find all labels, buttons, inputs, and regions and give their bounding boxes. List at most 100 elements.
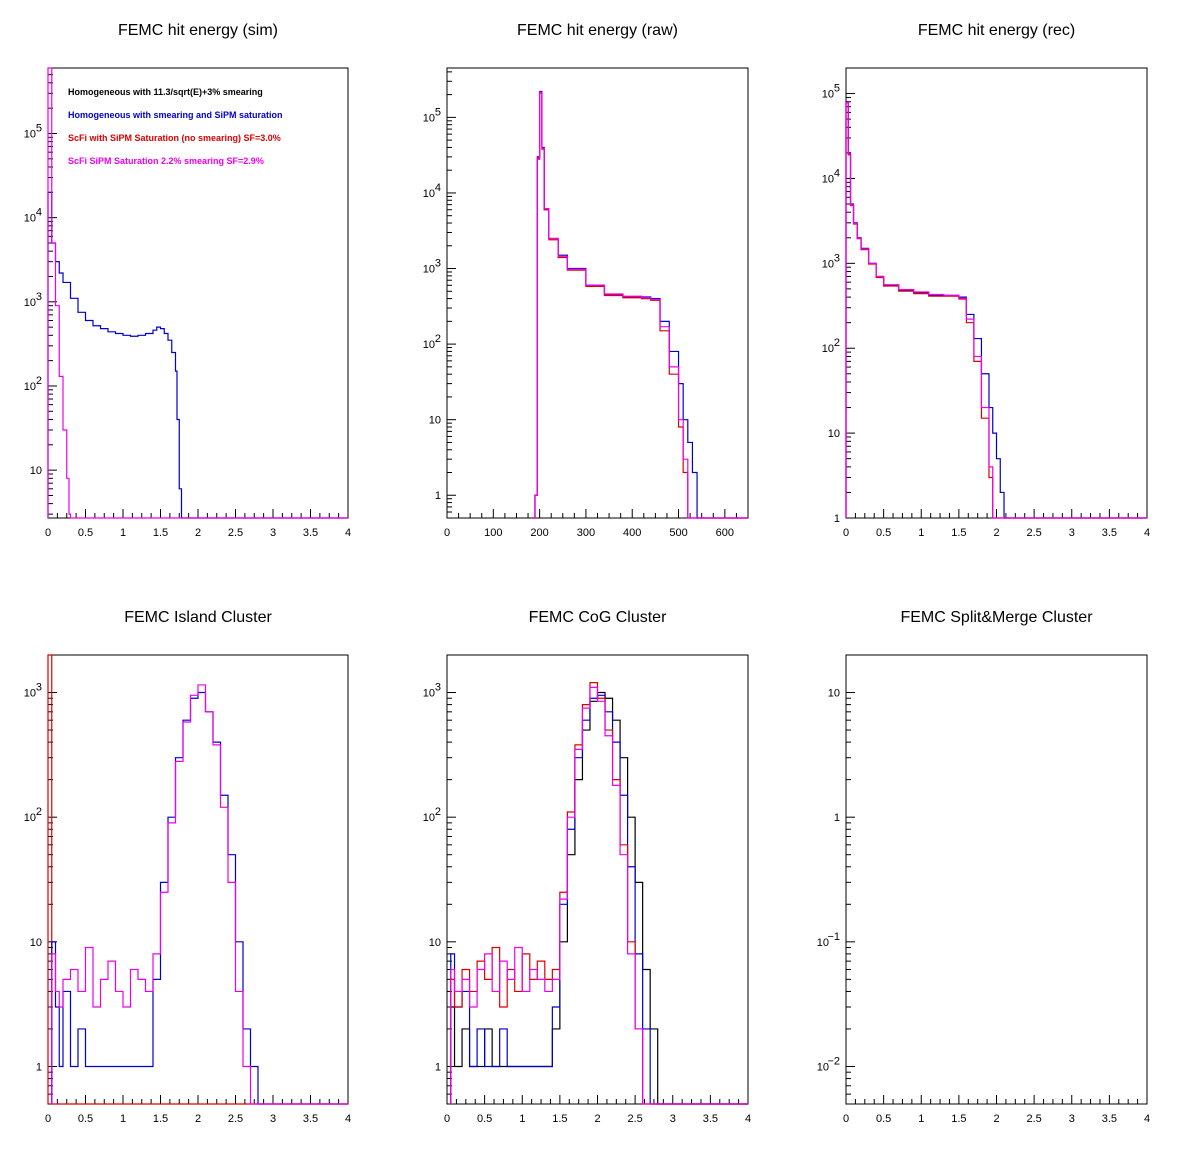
y-tick-exponent: −2	[827, 1055, 840, 1067]
y-tick-label: 10	[423, 264, 435, 276]
x-tick-label: 400	[623, 527, 641, 539]
panel-1: FEMC hit energy (sim)0 0.5 1 1.5 2 2.5 3 3.5 410…	[24, 22, 351, 539]
histogram-series-2	[450, 694, 748, 1105]
y-tick-label: 10	[24, 128, 36, 140]
x-tick-label: 1.5	[951, 527, 966, 539]
legend-entry: ScFi SiPM Saturation 2.2% smearing SF=2.…	[68, 156, 264, 166]
x-tick-label: 0	[843, 527, 849, 539]
chart-title: FEMC hit energy (sim)	[118, 22, 278, 39]
panel-2: FEMC hit energy (raw) 0 100 200 300 400 500 600…	[423, 22, 749, 539]
legend-entry: Homogeneous with smearing and SiPM satur…	[68, 110, 283, 120]
x-tick-label: 0.5	[876, 1113, 891, 1125]
histogram-series-1	[845, 101, 1147, 519]
x-tick-label: 2	[195, 1113, 201, 1125]
panel-6: FEMC Split&Merge Cluster 0 0.5 1 1.5 2 2.5 3 3.5…	[817, 609, 1150, 1125]
x-tick-label: 1.5	[951, 1113, 966, 1125]
y-tick-label: 10	[423, 339, 435, 351]
y-tick-label: 10	[822, 89, 834, 101]
x-tick-label: 4	[1144, 527, 1150, 539]
x-tick-label: 3	[1069, 1113, 1075, 1125]
y-tick-label: 10	[30, 465, 42, 477]
histogram-series-1	[47, 191, 348, 519]
y-tick-label: 10	[423, 188, 435, 200]
y-tick-label: 1	[834, 513, 840, 525]
y-tick-label: 10	[429, 937, 441, 949]
y-tick-exponent: 4	[36, 207, 42, 219]
y-tick-label: 10	[24, 381, 36, 393]
x-tick-label: 2.5	[228, 527, 243, 539]
x-tick-label: 1.5	[552, 1113, 567, 1125]
x-tick-label: 2.5	[1026, 527, 1041, 539]
x-tick-label: 3	[670, 1113, 676, 1125]
y-tick-exponent: 4	[834, 167, 840, 179]
y-tick-exponent: 2	[834, 337, 840, 349]
x-tick-label: 100	[484, 527, 502, 539]
x-tick-label: 0	[843, 1113, 849, 1125]
y-tick-exponent: 5	[435, 106, 441, 118]
y-tick-label: 10	[423, 812, 435, 824]
y-tick-exponent: 3	[36, 682, 42, 694]
x-tick-label: 3	[270, 527, 276, 539]
x-tick-label: 2.5	[228, 1113, 243, 1125]
y-tick-label: 10	[828, 428, 840, 440]
y-tick-label: 1	[834, 812, 840, 824]
x-tick-label: 4	[345, 1113, 351, 1125]
x-tick-label: 500	[669, 527, 687, 539]
y-tick-label: 10	[817, 937, 829, 949]
x-tick-label: 600	[716, 527, 734, 539]
y-tick-label: 10	[24, 213, 36, 225]
x-tick-label: 3.5	[703, 1113, 718, 1125]
y-tick-exponent: −1	[827, 931, 840, 943]
x-tick-label: 4	[1144, 1113, 1150, 1125]
x-tick-label: 0	[45, 1113, 51, 1125]
y-tick-label: 10	[423, 688, 435, 700]
x-tick-label: 2	[993, 1113, 999, 1125]
x-tick-label: 0	[444, 1113, 450, 1125]
histogram-series-3	[532, 91, 748, 519]
legend-entry: Homogeneous with 11.3/sqrt(E)+3% smearin…	[68, 87, 263, 97]
x-tick-label: 2	[195, 527, 201, 539]
y-tick-exponent: 3	[435, 682, 441, 694]
y-tick-exponent: 3	[834, 252, 840, 264]
y-tick-label: 10	[817, 1061, 829, 1073]
y-tick-label: 10	[423, 112, 435, 124]
plot-frame	[47, 654, 349, 1105]
plot-frame	[845, 654, 1148, 1105]
histogram-series-3	[51, 684, 348, 1105]
histogram-series-1	[450, 691, 748, 1105]
y-tick-label: 10	[822, 258, 834, 270]
x-tick-label: 1.5	[153, 1113, 168, 1125]
y-tick-exponent: 2	[435, 806, 441, 818]
y-tick-exponent: 3	[36, 291, 42, 303]
y-tick-label: 1	[435, 490, 441, 502]
y-tick-label: 10	[24, 297, 36, 309]
chart-title: FEMC hit energy (rec)	[918, 22, 1075, 39]
chart-title: FEMC CoG Cluster	[529, 609, 667, 626]
y-tick-exponent: 5	[36, 122, 42, 134]
x-tick-label: 1	[918, 1113, 924, 1125]
x-tick-label: 1	[918, 527, 924, 539]
y-tick-exponent: 2	[36, 375, 42, 387]
x-tick-label: 0	[45, 527, 51, 539]
y-tick-label: 10	[24, 812, 36, 824]
x-tick-label: 2.5	[627, 1113, 642, 1125]
panel-3: FEMC hit energy (rec) 0 0.5 1 1.5 2 2.5 3 3.5 4 1 1…	[822, 22, 1150, 539]
histogram-series-3	[450, 682, 748, 1105]
x-tick-label: 0.5	[78, 1113, 93, 1125]
histogram-series-2	[51, 691, 348, 1105]
chart-title: FEMC hit energy (raw)	[517, 22, 678, 39]
x-tick-label: 2	[993, 527, 999, 539]
histogram-series-1	[47, 654, 348, 1105]
y-tick-label: 1	[435, 1061, 441, 1073]
y-tick-label: 10	[429, 415, 441, 427]
x-tick-label: 2.5	[1026, 1113, 1041, 1125]
x-tick-label: 300	[577, 527, 595, 539]
chart-title: FEMC Island Cluster	[124, 609, 272, 626]
x-tick-label: 1	[120, 527, 126, 539]
x-tick-label: 1.5	[153, 527, 168, 539]
y-tick-exponent: 2	[36, 806, 42, 818]
x-tick-label: 3	[1069, 527, 1075, 539]
y-tick-label: 10	[822, 173, 834, 185]
